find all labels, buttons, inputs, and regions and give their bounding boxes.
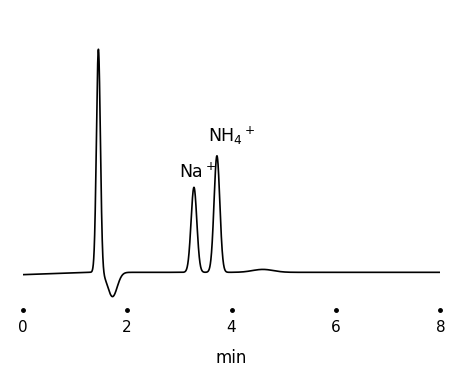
X-axis label: min: min: [216, 349, 247, 367]
Text: NH$_4$$^+$: NH$_4$$^+$: [208, 125, 255, 147]
Text: Na$^+$: Na$^+$: [179, 162, 217, 181]
